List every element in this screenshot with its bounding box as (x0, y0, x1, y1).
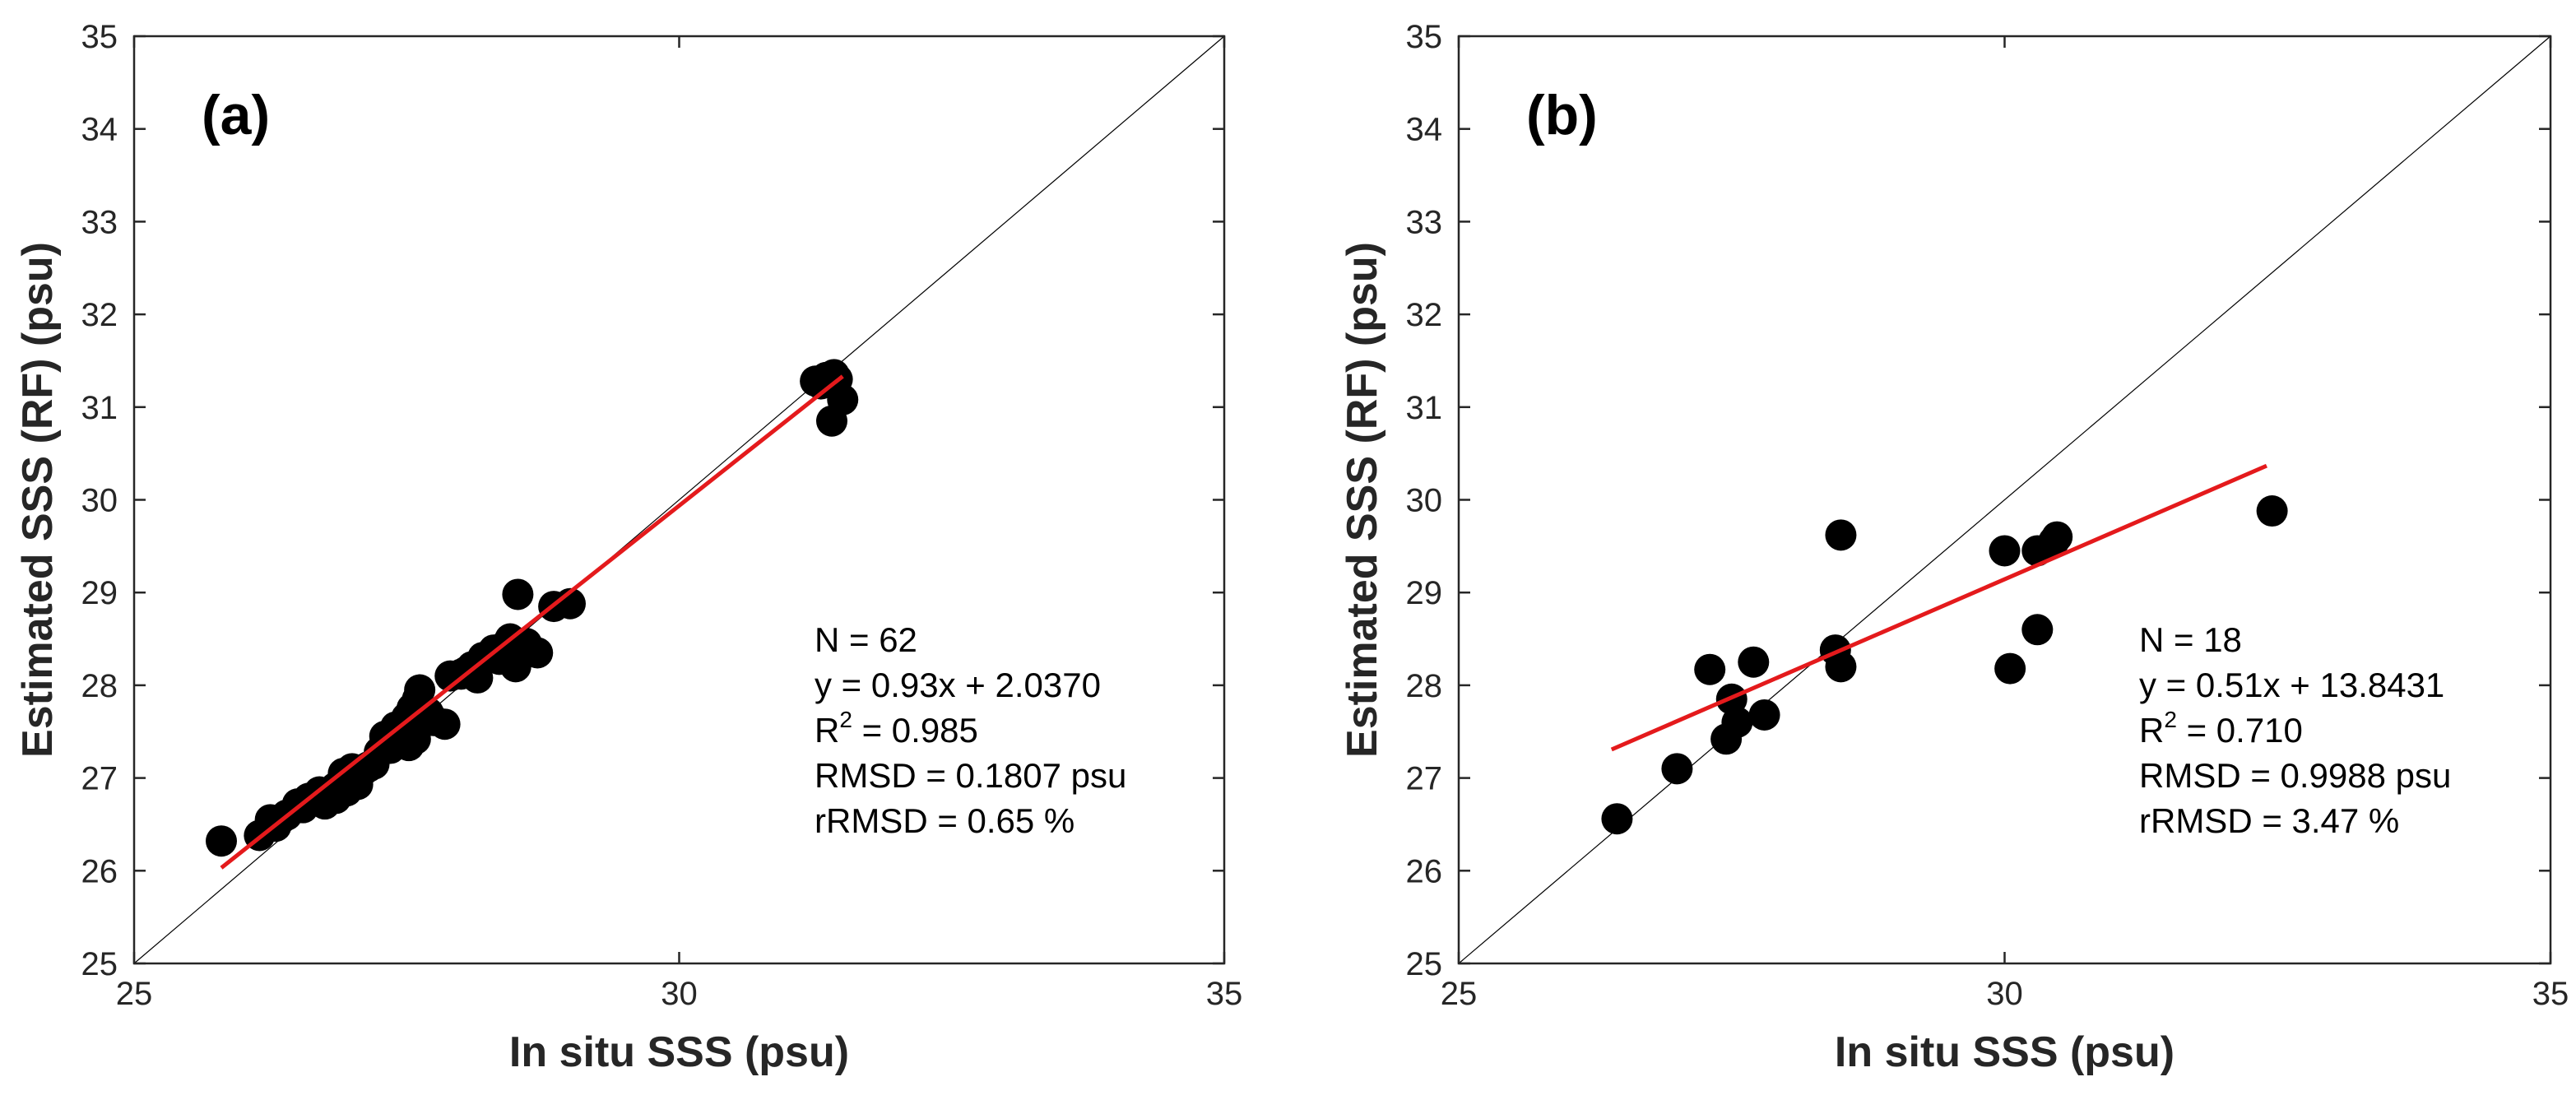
one-to-one-line (1458, 35, 2551, 964)
y-tick-label: 25 (81, 946, 118, 982)
y-axis-label: Estimated SSS (RF) (psu) (14, 242, 62, 758)
y-tick-label: 31 (1406, 390, 1443, 426)
stat-r-squared-value: = 0.985 (852, 711, 978, 750)
y-tick-label: 32 (1406, 297, 1443, 333)
data-point (805, 368, 837, 400)
stat-r-squared: R2 = 0.710 (2139, 707, 2303, 750)
data-point (2041, 521, 2073, 553)
y-tick-label: 32 (81, 297, 118, 333)
y-tick-label: 26 (1406, 853, 1443, 889)
y-tick-label: 27 (1406, 761, 1443, 797)
panel-label: (a) (202, 84, 270, 146)
data-point (1661, 753, 1693, 785)
stat-equation: y = 0.93x + 2.0370 (815, 666, 1101, 704)
data-point (429, 708, 461, 740)
stat-rrmsd: rRMSD = 0.65 % (815, 801, 1074, 840)
data-point (522, 637, 554, 669)
y-tick-label: 26 (81, 853, 118, 889)
x-tick-label: 30 (1986, 976, 2023, 1012)
panel-a: 25 30 35 25 26 27 28 29 30 31 32 33 34 35 In situ SSS … (14, 19, 1242, 1076)
y-tick-label: 25 (1406, 946, 1443, 982)
stat-r-squared-symbol: R (2139, 711, 2164, 750)
data-point (1748, 699, 1780, 731)
stat-r-squared-value: = 0.710 (2177, 711, 2303, 750)
data-point (364, 736, 396, 768)
y-tick-label: 28 (81, 668, 118, 704)
stat-equation: y = 0.51x + 13.8431 (2139, 666, 2444, 704)
x-tick-label: 25 (116, 976, 153, 1012)
stat-r-squared: R2 = 0.985 (815, 707, 978, 750)
stat-n: N = 62 (815, 620, 917, 659)
y-tick-label: 33 (81, 204, 118, 240)
x-tick-label: 30 (661, 976, 698, 1012)
data-point (1601, 803, 1633, 835)
regression-line (220, 374, 844, 870)
x-tick-label: 35 (1206, 976, 1243, 1012)
data-point (1825, 519, 1857, 551)
y-tick-label: 34 (1406, 112, 1443, 148)
data-point (320, 771, 352, 803)
x-tick-label: 25 (1441, 976, 1478, 1012)
y-tick-label: 28 (1406, 668, 1443, 704)
data-point (1989, 535, 2021, 567)
panel-b: 25 30 35 25 26 27 28 29 30 31 32 33 34 35 In situ SSS … (1339, 19, 2569, 1076)
data-point (502, 578, 534, 610)
y-tick-label: 29 (1406, 575, 1443, 611)
regression-line (1610, 463, 2267, 752)
y-tick-label: 29 (81, 575, 118, 611)
data-point (2256, 495, 2288, 527)
stat-rmsd: RMSD = 0.9988 psu (2139, 756, 2451, 795)
data-point (1721, 706, 1753, 738)
stat-n: N = 18 (2139, 620, 2242, 659)
y-tick-label: 31 (81, 390, 118, 426)
y-tick-label: 35 (1406, 19, 1443, 55)
x-axis-label: In situ SSS (psu) (1835, 1028, 2175, 1076)
y-tick-label: 35 (81, 19, 118, 55)
y-tick-label: 30 (81, 483, 118, 519)
stat-rrmsd: rRMSD = 3.47 % (2139, 801, 2399, 840)
x-axis-label: In situ SSS (psu) (509, 1028, 849, 1076)
panel-label: (b) (1526, 84, 1598, 146)
x-tick-label: 35 (2532, 976, 2569, 1012)
stat-r-squared-superscript: 2 (839, 707, 852, 732)
stat-r-squared-superscript: 2 (2164, 707, 2177, 732)
y-tick-label: 27 (81, 761, 118, 797)
data-point (1994, 652, 2026, 685)
y-tick-label: 34 (81, 112, 118, 148)
stat-rmsd: RMSD = 0.1807 psu (815, 756, 1126, 795)
data-point (1694, 653, 1726, 685)
data-point (1738, 646, 1770, 678)
data-point (816, 405, 847, 437)
stat-r-squared-symbol: R (815, 711, 839, 750)
data-point (206, 825, 237, 857)
y-axis-label: Estimated SSS (RF) (psu) (1339, 242, 1386, 758)
y-tick-label: 33 (1406, 204, 1443, 240)
data-point (2021, 614, 2054, 646)
y-tick-label: 30 (1406, 483, 1443, 519)
data-point (1825, 651, 1857, 683)
